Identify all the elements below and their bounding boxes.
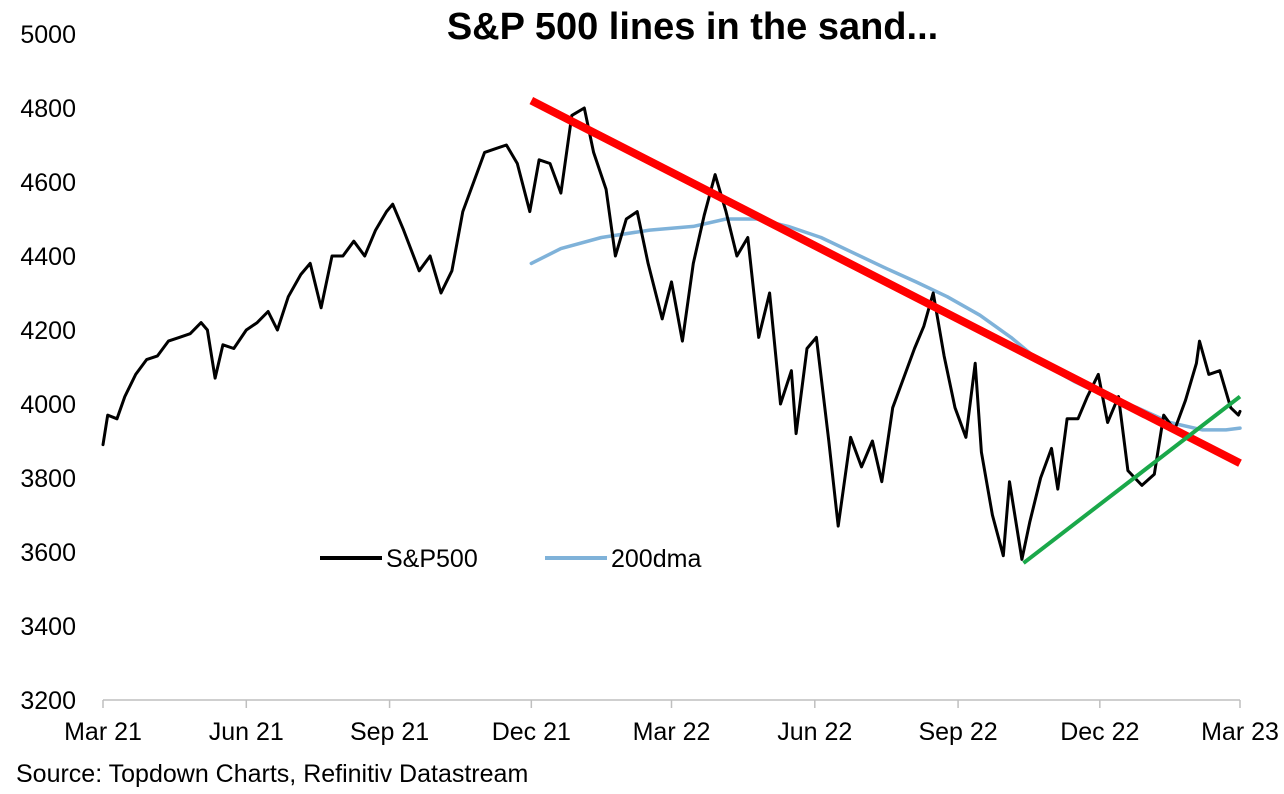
x-tick-label: Mar 22 xyxy=(633,718,711,746)
red-resistance-trendline xyxy=(529,97,1242,467)
axes: 3200 3400 3600 3800 4000 4200 4400 4600 4800 5000… xyxy=(20,21,1279,746)
x-tick-label: Jun 21 xyxy=(209,718,284,746)
y-tick-label: 4000 xyxy=(20,391,76,419)
trendline-layer xyxy=(529,97,1242,565)
legend-label-s-p500: S&P500 xyxy=(386,545,478,573)
x-tick-label: Sep 22 xyxy=(918,718,997,746)
y-tick-label: 4400 xyxy=(20,243,76,271)
x-tick-label: Dec 22 xyxy=(1060,718,1139,746)
x-tick-label: Dec 21 xyxy=(492,718,571,746)
green-support-trendline xyxy=(1022,395,1242,565)
x-tick-label: Mar 21 xyxy=(64,718,142,746)
y-tick-label: 3600 xyxy=(20,539,76,567)
x-tick-label: Sep 21 xyxy=(350,718,429,746)
series-line-200dma xyxy=(529,217,1242,432)
legend: S&P500 200dma xyxy=(320,545,701,573)
line-chart: 3200 3400 3600 3800 4000 4200 4400 4600 4800 5000… xyxy=(20,21,1279,746)
y-tick-label: 3400 xyxy=(20,613,76,641)
source-note: Source: Topdown Charts, Refinitiv Datast… xyxy=(16,760,529,788)
y-tick-label: 3200 xyxy=(20,687,76,715)
y-tick-label: 4800 xyxy=(20,95,76,123)
x-tick-label: Mar 23 xyxy=(1201,718,1279,746)
chart-title: S&P 500 lines in the sand... xyxy=(446,6,939,48)
y-tick-label: 4200 xyxy=(20,317,76,345)
y-tick-label: 4600 xyxy=(20,169,76,197)
x-tick-label: Jun 22 xyxy=(777,718,852,746)
y-tick-label: 5000 xyxy=(20,21,76,49)
y-tick-label: 3800 xyxy=(20,465,76,493)
series-line-s-p500 xyxy=(101,106,1242,561)
legend-label-200dma: 200dma xyxy=(611,545,701,573)
